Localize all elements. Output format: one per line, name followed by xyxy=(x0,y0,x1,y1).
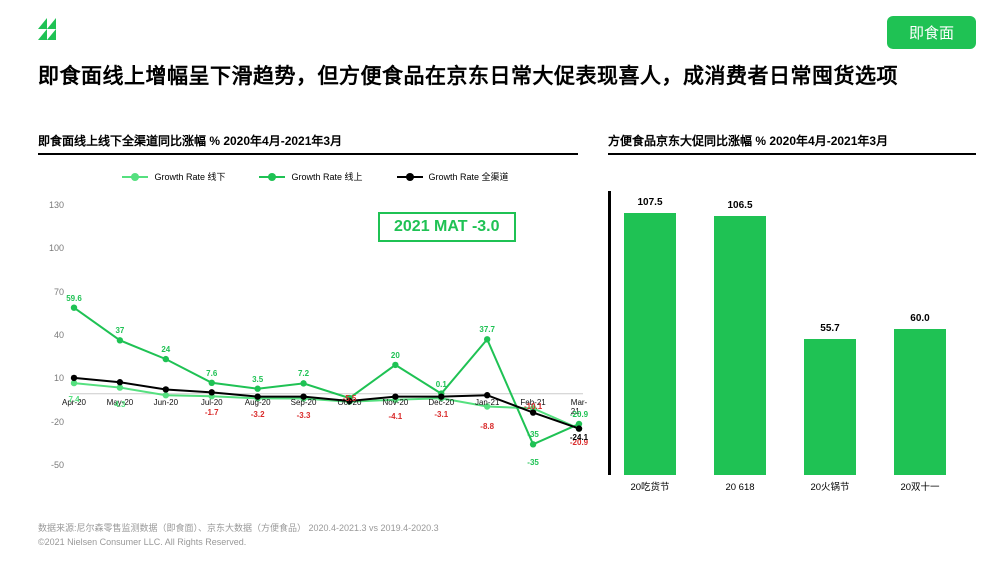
subtitle-left: 即食面线上线下全渠道同比涨幅 % 2020年4月-2021年3月 xyxy=(38,132,578,155)
bar-category: 20双十一 xyxy=(900,479,939,493)
data-label: 37.7 xyxy=(479,325,495,334)
data-label: 20 xyxy=(391,351,400,360)
bar: 107.520吃货节 xyxy=(624,213,676,475)
bar-value: 106.5 xyxy=(727,200,752,211)
x-tick: Jul-20 xyxy=(201,398,223,407)
data-label: -5.5 xyxy=(343,394,357,403)
bar-category: 20 618 xyxy=(725,482,754,493)
data-label: -35 xyxy=(527,458,539,467)
data-label: -20.9 xyxy=(570,410,588,419)
bar-value: 107.5 xyxy=(637,197,662,208)
bar-category: 20火锅节 xyxy=(810,479,849,493)
data-label: 24 xyxy=(161,345,170,354)
data-label: -4.1 xyxy=(388,412,402,421)
data-label: -35 xyxy=(527,430,539,439)
x-tick: Jun-20 xyxy=(154,398,178,407)
bar: 55.720火锅节 xyxy=(804,339,856,475)
subtitles-row: 即食面线上线下全渠道同比涨幅 % 2020年4月-2021年3月 方便食品京东大… xyxy=(38,132,976,155)
data-label: -3.1 xyxy=(434,410,448,419)
data-label: 0.1 xyxy=(436,380,447,389)
data-label: 4.3 xyxy=(114,400,125,409)
bar-value: 60.0 xyxy=(910,313,929,324)
x-tick: Sep-20 xyxy=(291,398,317,407)
data-label: 7.2 xyxy=(298,369,309,378)
data-label: 37 xyxy=(115,326,124,335)
x-tick: Aug-20 xyxy=(245,398,271,407)
data-label: -8.8 xyxy=(480,422,494,431)
bar: 106.520 618 xyxy=(714,216,766,475)
bar-category: 20吃货节 xyxy=(630,479,669,493)
data-label: -10.1 xyxy=(524,402,542,411)
category-badge: 即食面 xyxy=(887,16,976,49)
subtitle-right: 方便食品京东大促同比涨幅 % 2020年4月-2021年3月 xyxy=(608,132,976,155)
data-label: -3.3 xyxy=(297,411,311,420)
x-tick: Nov-20 xyxy=(382,398,408,407)
footer-line1: 数据来源:尼尔森零售监测数据（即食面）、京东大数据（方便食品） 2020.4-2… xyxy=(38,522,439,536)
bar: 60.020双十一 xyxy=(894,329,946,475)
bar-chart: 107.520吃货节106.520 61855.720火锅节60.020双十一 xyxy=(608,160,976,503)
data-label: -1.7 xyxy=(205,408,219,417)
data-label: -24.1 xyxy=(570,433,588,442)
x-tick: Dec-20 xyxy=(428,398,454,407)
data-label: 3.5 xyxy=(252,375,263,384)
data-label: 7.6 xyxy=(206,369,217,378)
footer-line2: ©2021 Nielsen Consumer LLC. All Rights R… xyxy=(38,536,439,550)
x-tick: Jan-21 xyxy=(475,398,499,407)
page-title: 即食面线上增幅呈下滑趋势，但方便食品在京东日常大促表现喜人，成消费者日常囤货选项 xyxy=(38,62,960,92)
bar-value: 55.7 xyxy=(820,323,839,334)
data-label: -3.2 xyxy=(251,410,265,419)
footer-source: 数据来源:尼尔森零售监测数据（即食面）、京东大数据（方便食品） 2020.4-2… xyxy=(38,522,439,549)
data-label: 59.6 xyxy=(66,294,82,303)
bar-axis xyxy=(608,191,611,475)
line-chart: Growth Rate 线下Growth Rate 线上Growth Rate … xyxy=(38,160,593,503)
brand-logo xyxy=(38,18,66,40)
data-label: 7.4 xyxy=(68,395,79,404)
